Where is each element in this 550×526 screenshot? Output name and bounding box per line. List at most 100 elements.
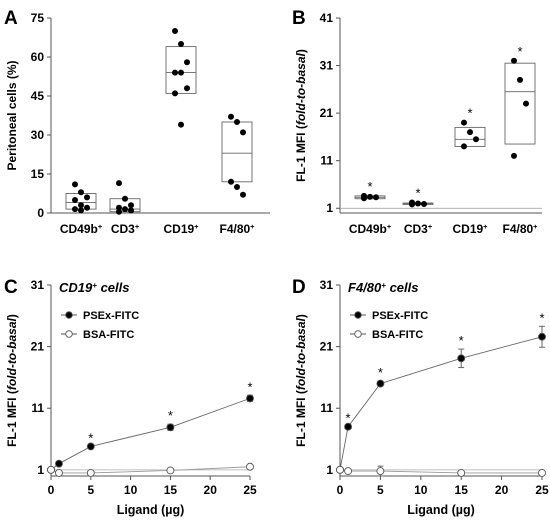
data-point xyxy=(421,200,427,207)
data-point xyxy=(86,442,95,451)
series-line xyxy=(339,336,543,470)
data-point xyxy=(246,462,254,471)
data-point xyxy=(240,129,246,136)
panel-title: CD19+ cells xyxy=(59,280,129,295)
panel-letter-D: D xyxy=(292,277,306,298)
legend-marker xyxy=(65,311,73,319)
data-point xyxy=(166,423,175,432)
data-point xyxy=(461,143,467,150)
x-tick-label: 0 xyxy=(48,483,55,497)
y-tick-label: 1 xyxy=(37,463,44,477)
series-line xyxy=(339,469,542,474)
box xyxy=(221,121,253,183)
legend-label: BSA-FITC xyxy=(372,329,423,341)
legend-marker xyxy=(354,330,362,338)
y-tick-label: 31 xyxy=(320,278,334,292)
x-tick-label: 5 xyxy=(87,483,94,497)
x-tick-label: 15 xyxy=(455,483,469,497)
data-point xyxy=(344,467,353,476)
data-point xyxy=(367,193,373,200)
data-point xyxy=(344,422,353,431)
data-point xyxy=(511,152,517,159)
significance-star: * xyxy=(415,186,420,201)
data-point xyxy=(467,129,473,136)
y-tick-label: 31 xyxy=(320,59,334,73)
y-axis-label: Peritoneal cells (%) xyxy=(5,60,19,170)
x-category-label: CD19+ xyxy=(163,222,199,237)
y-axis-label: FL-1 MFI (fold-to-basal) xyxy=(294,49,308,182)
x-tick-label: 20 xyxy=(495,483,509,497)
data-point xyxy=(128,207,134,214)
data-point xyxy=(457,468,466,477)
significance-star: * xyxy=(467,106,472,121)
data-point xyxy=(122,206,128,213)
y-tick-label: 31 xyxy=(31,278,45,292)
data-point xyxy=(172,28,178,34)
data-point xyxy=(184,59,190,66)
data-point xyxy=(116,180,122,187)
y-axis-label: FL-1 MFI (fold-to-basal) xyxy=(294,314,308,447)
data-point xyxy=(461,119,467,126)
data-point xyxy=(72,197,78,203)
box xyxy=(454,126,486,147)
significance-star: * xyxy=(539,310,544,325)
data-point xyxy=(523,100,529,107)
legend-marker xyxy=(354,311,362,319)
data-point xyxy=(361,195,367,202)
data-point xyxy=(240,191,246,198)
panel-letter-B: B xyxy=(292,8,306,29)
y-tick-label: 41 xyxy=(320,11,334,25)
data-point xyxy=(55,468,63,477)
y-tick-label: 11 xyxy=(320,154,333,168)
data-point xyxy=(78,189,84,196)
x-category-label: F4/80+ xyxy=(219,222,255,237)
y-tick-label: 30 xyxy=(31,128,45,142)
data-point xyxy=(166,466,175,475)
y-tick-label: 1 xyxy=(326,201,333,215)
data-point xyxy=(457,354,466,363)
y-tick-label: 75 xyxy=(31,11,45,25)
data-point xyxy=(409,201,415,208)
significance-star: * xyxy=(247,379,252,394)
y-tick-label: 60 xyxy=(31,50,45,64)
data-point xyxy=(86,468,95,477)
panel-letter-C: C xyxy=(4,277,18,298)
data-point xyxy=(84,204,90,211)
x-tick-label: 20 xyxy=(204,483,218,497)
x-category-label: CD3+ xyxy=(404,222,433,237)
data-point xyxy=(78,207,84,214)
panel-title: F4/80+ cells xyxy=(348,280,418,295)
legend-marker xyxy=(65,330,73,338)
data-point xyxy=(234,184,240,190)
x-category-label: F4/80+ xyxy=(502,222,538,237)
data-point xyxy=(234,119,240,125)
significance-star: * xyxy=(346,411,351,426)
series-line xyxy=(50,397,251,471)
x-tick-label: 0 xyxy=(337,483,344,497)
x-tick-label: 25 xyxy=(243,483,257,497)
y-tick-label: 0 xyxy=(37,206,44,220)
y-tick-label: 21 xyxy=(320,106,334,120)
x-tick-label: 5 xyxy=(377,483,384,497)
data-point xyxy=(415,200,421,207)
significance-star: * xyxy=(459,333,464,348)
data-point xyxy=(246,394,254,403)
data-point xyxy=(122,195,128,202)
data-point xyxy=(55,459,63,468)
data-point xyxy=(376,467,385,476)
significance-star: * xyxy=(88,430,93,445)
x-axis-label: Ligand (µg) xyxy=(117,503,185,517)
y-tick-label: 15 xyxy=(31,167,45,181)
x-tick-label: 25 xyxy=(535,483,549,497)
data-point xyxy=(473,136,479,143)
data-point xyxy=(78,202,84,209)
x-category-label: CD3+ xyxy=(111,222,140,237)
data-point xyxy=(84,194,90,201)
data-point xyxy=(47,465,55,474)
y-tick-label: 21 xyxy=(31,340,45,354)
data-point xyxy=(538,468,546,477)
y-tick-label: 45 xyxy=(31,89,45,103)
y-axis-label: FL-1 MFI (fold-to-basal) xyxy=(5,314,19,447)
data-point xyxy=(116,208,122,215)
